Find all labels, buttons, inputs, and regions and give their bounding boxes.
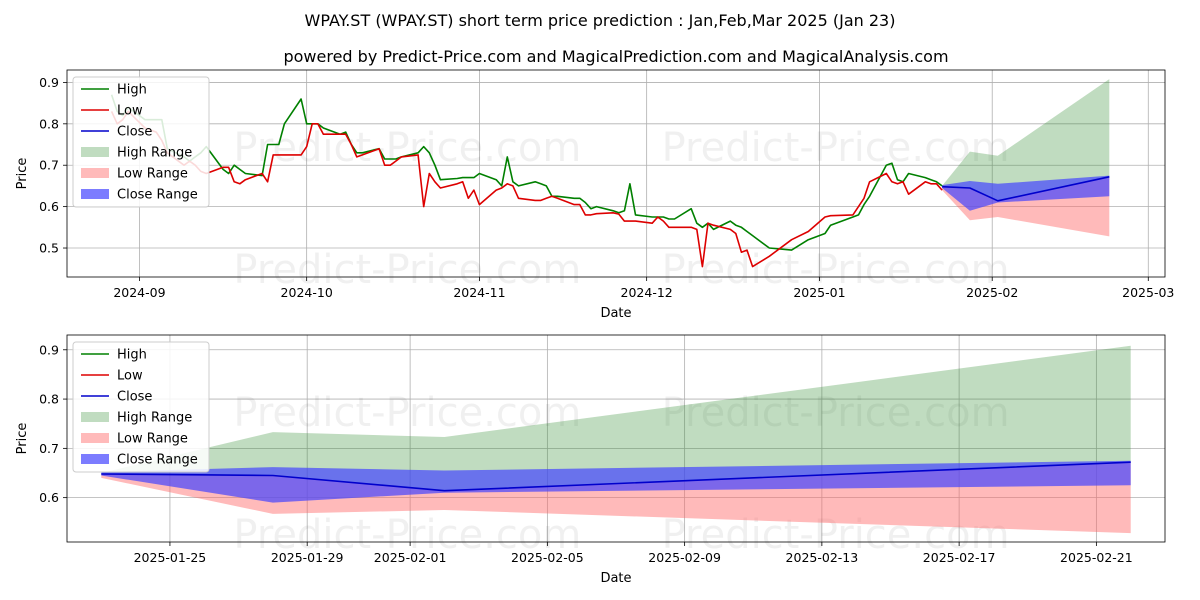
y-tick-label: 0.9 [39, 342, 59, 357]
x-tick-label: 2025-02-17 [923, 550, 996, 565]
y-tick-label: 0.6 [39, 199, 59, 214]
x-tick-label: 2025-03 [1122, 285, 1174, 300]
watermark-text: Predict-Price.com [233, 247, 581, 293]
close-line [101, 461, 1131, 492]
high-line [110, 94, 943, 251]
x-tick-label: 2025-01-29 [271, 550, 344, 565]
x-tick-label: 2025-01 [793, 285, 845, 300]
legend: High Low Close High Range Low Range Close Ran… [72, 76, 210, 208]
legend-label: High Range [117, 146, 192, 161]
legend-swatch-patch [81, 168, 109, 178]
x-axis-label: Date [600, 306, 631, 321]
legend-swatch-patch [81, 454, 109, 464]
x-tick-label: 2025-02-21 [1060, 550, 1133, 565]
x-tick-label: 2025-01-25 [134, 550, 207, 565]
legend-label: Low Range [117, 432, 188, 447]
x-tick-label: 2024-11 [453, 285, 505, 300]
y-axis-label: Price [15, 423, 30, 455]
x-tick-label: 2025-02-13 [786, 550, 859, 565]
x-tick-label: 2025-02-05 [511, 550, 584, 565]
chart-title: WPAY.ST (WPAY.ST) short term price predi… [305, 11, 896, 30]
legend-swatch-patch [81, 433, 109, 443]
y-tick-label: 0.8 [39, 116, 59, 131]
x-tick-label: 2024-12 [621, 285, 673, 300]
high-range-band [942, 79, 1110, 201]
watermark-text: Predict-Price.com [233, 125, 581, 171]
chart-subtitle: powered by Predict-Price.com and Magical… [283, 47, 948, 66]
y-tick-label: 0.8 [39, 392, 59, 407]
legend-label: Low [117, 104, 143, 119]
legend: High Low Close High Range Low Range Close Ran… [72, 341, 210, 473]
watermark-text: Predict-Price.com [662, 125, 1010, 171]
legend-label: Close Range [117, 453, 198, 468]
legend-label: Low [117, 369, 143, 384]
y-axis-label: Price [15, 158, 30, 190]
watermark-text: Predict-Price.com [662, 247, 1010, 293]
legend-swatch-patch [81, 147, 109, 157]
x-tick-label: 2025-02-01 [374, 550, 447, 565]
legend-swatch-patch [81, 412, 109, 422]
y-tick-label: 0.5 [39, 241, 59, 256]
low-line [110, 110, 943, 268]
close-range-band [101, 460, 1131, 503]
legend-label: High [117, 348, 147, 363]
lower-panel: 2025-01-25 2025-01-29 2025-02-01 2025-02-05… [15, 334, 1166, 586]
y-tick-label: 0.6 [39, 490, 59, 505]
plot-area [110, 79, 1110, 268]
close-range-band [942, 175, 1110, 211]
x-tick-label: 2024-10 [281, 285, 333, 300]
watermark-text: Predict-Price.com [662, 390, 1010, 436]
watermark-text: Predict-Price.com [233, 390, 581, 436]
legend-label: Close Range [117, 188, 198, 203]
plot-area [101, 345, 1131, 534]
legend-label: Close [117, 125, 152, 140]
legend-label: High [117, 83, 147, 98]
x-tick-label: 2025-02 [966, 285, 1018, 300]
legend-swatch-patch [81, 189, 109, 199]
x-tick-label: 2025-02-09 [648, 550, 721, 565]
legend-label: Close [117, 390, 152, 405]
y-tick-label: 0.7 [39, 441, 59, 456]
watermark-text: Predict-Price.com [662, 512, 1010, 558]
plot-frame [66, 69, 1166, 278]
close-line [942, 176, 1110, 202]
watermark-text: Predict-Price.com [233, 512, 581, 558]
y-tick-label: 0.7 [39, 158, 59, 173]
legend-label: Low Range [117, 167, 188, 182]
y-tick-label: 0.9 [39, 75, 59, 90]
upper-panel: 2024-09 2024-10 2024-11 2024-12 2025-01 2025-… [15, 69, 1174, 321]
plot-frame [66, 334, 1166, 543]
x-axis-label: Date [600, 571, 631, 586]
high-range-band [101, 345, 1131, 491]
legend-label: High Range [117, 411, 192, 426]
x-tick-label: 2024-09 [113, 285, 165, 300]
